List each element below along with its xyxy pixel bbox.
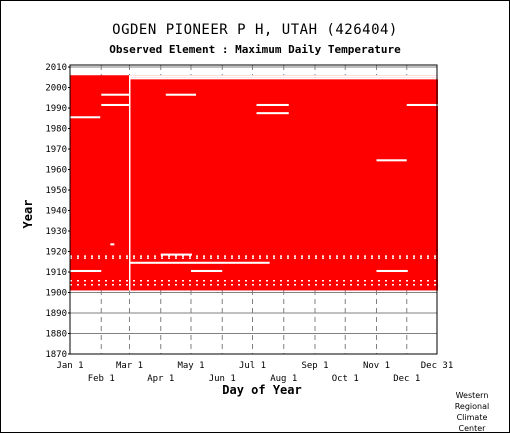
x-tick-label: Aug 1 [270,374,297,384]
x-tick-label: Jul 1 [239,361,266,371]
x-tick-label: May 1 [177,361,204,371]
credit-text: Western Regional Climate Center [442,390,502,434]
x-tick-label: Apr 1 [147,374,174,384]
y-tick-label: 1960 [45,166,67,176]
missing-segment [256,112,289,115]
missing-segment [129,75,438,78]
x-tick-label: Jun 1 [209,374,236,384]
missing-segment [70,116,101,119]
y-tick-label: 2010 [45,63,67,73]
credit-line: Climate [456,413,488,422]
y-tick-label: 1890 [45,309,67,319]
x-tick-label: Mar 1 [116,361,143,371]
y-tick-label: 1910 [45,268,67,278]
x-axis-label: Day of Year [222,383,301,397]
missing-segment [376,159,407,162]
x-tick-label: Dec 31 [421,361,454,371]
y-tick-label: 1920 [45,248,67,258]
y-tick-label: 1880 [45,330,67,340]
chart-title: OGDEN PIONEER P H, UTAH (426404) [112,22,398,38]
missing-segment [160,253,192,256]
y-tick-label: 1950 [45,186,67,196]
chart-subtitle: Observed Element : Maximum Daily Tempera… [109,43,401,56]
plot-border [69,64,438,355]
y-tick-label: 2000 [45,84,67,94]
credit-line: Center [458,424,486,433]
missing-segment [165,93,197,96]
missing-segment [70,269,102,273]
y-tick-label: 1940 [45,207,67,217]
y-tick-label: 1990 [45,104,67,114]
missing-segment [110,243,115,246]
y-tick-label: 1980 [45,125,67,135]
y-axis-label: Year [21,200,35,229]
y-tick-label: 1900 [45,289,67,299]
y-tick-label: 1930 [45,227,67,237]
x-tick-label: Oct 1 [332,374,359,384]
credit-line: Western [455,391,489,400]
missing-segment [129,77,438,80]
missing-column [128,75,131,291]
missing-segment [101,103,130,106]
credit-line: Regional [454,402,490,411]
missing-segment [190,269,223,273]
missing-segment [406,103,438,106]
missing-segment [129,261,270,264]
x-tick-label: Dec 1 [393,374,420,384]
x-tick-label: Sep 1 [301,361,328,371]
y-tick-label: 1870 [45,350,67,360]
missing-segment [376,269,408,273]
y-tick-label: 1970 [45,145,67,155]
x-tick-label: Jan 1 [56,361,83,371]
x-tick-label: Feb 1 [88,374,115,384]
missing-segment [256,103,289,106]
data-coverage-block [70,75,438,291]
missing-segment [101,93,130,96]
x-tick-label: Nov 1 [363,361,390,371]
